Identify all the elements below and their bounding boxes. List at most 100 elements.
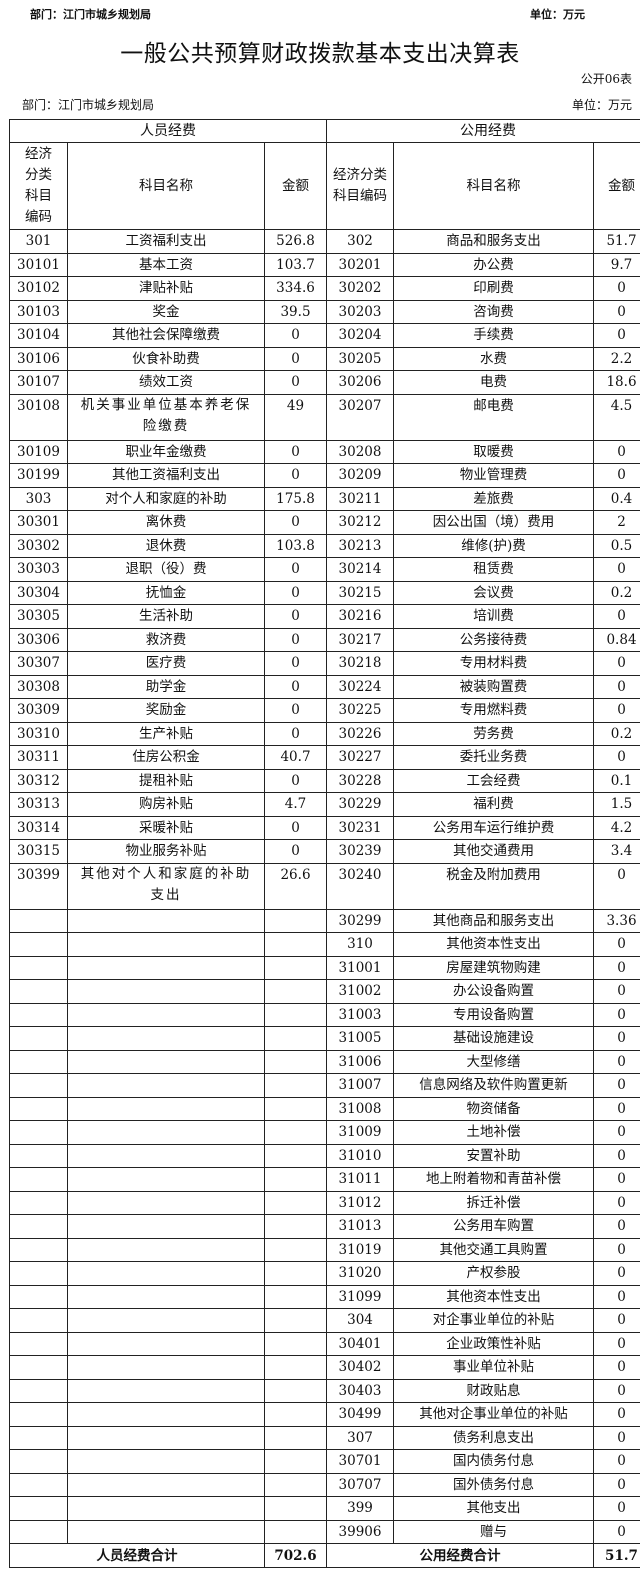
cell-right-code: 30213 (326, 533, 394, 558)
cell-left-code (9, 979, 68, 1004)
table-row: 31020 产权参股 0 (9, 1261, 640, 1286)
cell-left-code: 303 (9, 486, 68, 511)
table-row: 30103 奖金 39.5 30203 咨询费 0 (9, 299, 640, 324)
cell-right-code: 30203 (326, 299, 394, 324)
cell-right-amount: 0 (593, 979, 640, 1004)
cell-right-amount: 0.1 (593, 768, 640, 793)
cell-right-amount: 51.7 (593, 229, 640, 254)
cell-right-name: 办公设备购置 (393, 979, 594, 1004)
cell-right-name: 其他支出 (393, 1496, 594, 1521)
cell-right-amount: 0 (593, 862, 640, 910)
cell-right-name: 邮电费 (393, 393, 594, 441)
cell-right-name: 专用材料费 (393, 651, 594, 676)
cell-left-code: 30102 (9, 276, 68, 301)
cell-right-amount: 0 (593, 1167, 640, 1192)
cell-right-code: 30218 (326, 651, 394, 676)
cell-right-name: 国内债务付息 (393, 1449, 594, 1474)
cell-left-name (67, 979, 265, 1004)
cell-left-code (9, 1355, 68, 1380)
cell-left-amount: 0 (264, 651, 327, 676)
table-row: 30403 财政贴息 0 (9, 1378, 640, 1403)
cell-right-name: 手续费 (393, 323, 594, 348)
cell-left-name: 生活补助 (67, 604, 265, 629)
table-row: 30311 住房公积金 40.7 30227 委托业务费 0 (9, 745, 640, 770)
cell-left-code (9, 1120, 68, 1145)
cell-left-code: 30308 (9, 674, 68, 699)
cell-left-code (9, 1331, 68, 1356)
cell-right-name: 物资储备 (393, 1096, 594, 1121)
table-row: 30312 提租补贴 0 30228 工会经费 0.1 (9, 768, 640, 793)
cell-right-code: 30215 (326, 580, 394, 605)
table-row: 30701 国内债务付息 0 (9, 1449, 640, 1474)
cell-left-name: 奖励金 (67, 698, 265, 723)
cell-left-amount (264, 1308, 327, 1333)
cell-left-amount: 4.7 (264, 792, 327, 817)
cell-right-code: 31002 (326, 979, 394, 1004)
table-row: 31012 拆迁补偿 0 (9, 1190, 640, 1215)
cell-left-amount (264, 1002, 327, 1027)
cell-left-name: 工资福利支出 (67, 229, 265, 254)
table-row: 31013 公务用车购置 0 (9, 1214, 640, 1239)
cell-left-name (67, 908, 265, 933)
table-row: 399 其他支出 0 (9, 1496, 640, 1521)
cell-left-amount (264, 1120, 327, 1145)
table-row: 30309 奖励金 0 30225 专用燃料费 0 (9, 698, 640, 723)
cell-left-name: 其他工资福利支出 (67, 463, 265, 488)
cell-right-name: 因公出国（境）费用 (393, 510, 594, 535)
cell-right-code: 30231 (326, 815, 394, 840)
table-row: 31010 安置补助 0 (9, 1143, 640, 1168)
cell-left-amount: 0 (264, 323, 327, 348)
cell-left-amount: 0 (264, 346, 327, 371)
cell-right-name: 差旅费 (393, 486, 594, 511)
cell-left-name (67, 1143, 265, 1168)
cell-right-code: 31019 (326, 1237, 394, 1262)
cell-left-code: 30303 (9, 557, 68, 582)
cell-left-amount (264, 1143, 327, 1168)
cell-left-amount (264, 1519, 327, 1544)
cell-right-amount: 0.2 (593, 721, 640, 746)
cell-left-name: 伙食补助费 (67, 346, 265, 371)
cell-left-code (9, 1402, 68, 1427)
cell-left-code: 30314 (9, 815, 68, 840)
table-row: 310 其他资本性支出 0 (9, 932, 640, 957)
cell-right-code: 39906 (326, 1519, 394, 1544)
cell-left-amount (264, 1167, 327, 1192)
cell-left-amount: 0 (264, 839, 327, 864)
cell-left-name (67, 1378, 265, 1403)
table-row: 30707 国外债务付息 0 (9, 1472, 640, 1497)
table-row: 31003 专用设备购置 0 (9, 1002, 640, 1027)
cell-left-name (67, 1472, 265, 1497)
cell-left-name: 生产补贴 (67, 721, 265, 746)
cell-left-amount (264, 1026, 327, 1051)
cell-left-name (67, 1120, 265, 1145)
cell-right-amount: 0 (593, 1284, 640, 1309)
cell-right-code: 30211 (326, 486, 394, 511)
cell-right-amount: 0 (593, 323, 640, 348)
cell-right-amount: 1.5 (593, 792, 640, 817)
cell-left-amount: 103.7 (264, 252, 327, 277)
cell-right-code: 30226 (326, 721, 394, 746)
cell-right-amount: 0 (593, 1449, 640, 1474)
cell-left-amount: 0 (264, 463, 327, 488)
cell-left-amount (264, 979, 327, 1004)
cell-left-name (67, 1096, 265, 1121)
cell-left-code: 30301 (9, 510, 68, 535)
cell-left-amount (264, 908, 327, 933)
cell-right-code: 30209 (326, 463, 394, 488)
cell-right-amount: 18.6 (593, 370, 640, 395)
table-row: 31002 办公设备购置 0 (9, 979, 640, 1004)
cell-right-name: 财政贴息 (393, 1378, 594, 1403)
table-row: 30310 生产补贴 0 30226 劳务费 0.2 (9, 721, 640, 746)
cell-left-name (67, 1449, 265, 1474)
cell-right-name: 物业管理费 (393, 463, 594, 488)
table-row: 31009 土地补偿 0 (9, 1120, 640, 1145)
cell-left-amount (264, 1355, 327, 1380)
cell-right-name: 公务用车运行维护费 (393, 815, 594, 840)
col-right-amount: 金额 (593, 142, 640, 230)
table-row: 30104 其他社会保障缴费 0 30204 手续费 0 (9, 323, 640, 348)
cell-right-amount: 0 (593, 674, 640, 699)
cell-left-amount: 0 (264, 674, 327, 699)
cell-right-name: 大型修缮 (393, 1049, 594, 1074)
cell-right-amount: 0 (593, 1496, 640, 1521)
cell-left-code: 30106 (9, 346, 68, 371)
